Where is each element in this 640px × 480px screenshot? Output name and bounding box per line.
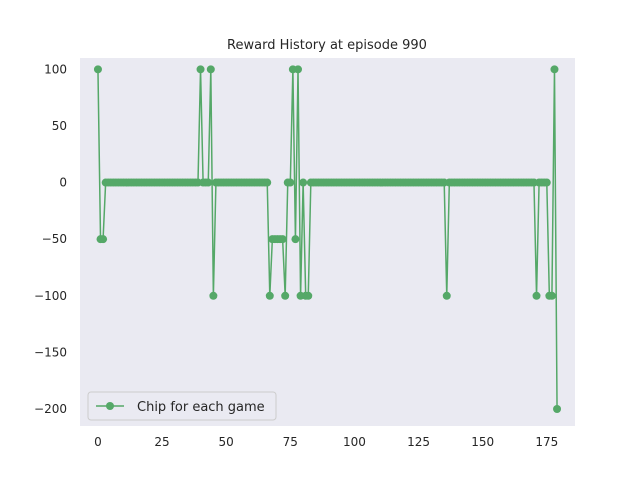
data-point xyxy=(553,405,562,414)
y-tick-label: −50 xyxy=(42,232,67,246)
data-point xyxy=(209,291,218,300)
plot-area xyxy=(80,58,575,426)
y-tick-label: −150 xyxy=(34,345,67,359)
legend-box xyxy=(87,391,277,421)
data-point xyxy=(442,291,451,300)
y-tick-label: 100 xyxy=(44,62,67,76)
data-point xyxy=(93,65,102,74)
y-tick-label: −200 xyxy=(34,402,67,416)
x-tick-label: 25 xyxy=(154,435,169,449)
x-tick-label: 0 xyxy=(94,435,102,449)
x-tick-label: 50 xyxy=(219,435,234,449)
data-point xyxy=(550,65,559,74)
data-point xyxy=(196,65,205,74)
x-tick-label: 100 xyxy=(343,435,366,449)
y-axis-ticks: 100 50 0 −50 −100 −150 −200 xyxy=(34,62,67,416)
data-point xyxy=(294,65,303,74)
data-point xyxy=(278,235,287,244)
x-tick-label: 150 xyxy=(471,435,494,449)
y-tick-label: 50 xyxy=(52,119,67,133)
x-tick-label: 175 xyxy=(535,435,558,449)
x-tick-label: 75 xyxy=(283,435,298,449)
legend-label: Chip for each game xyxy=(137,400,265,415)
x-tick-label: 125 xyxy=(407,435,430,449)
y-tick-label: −100 xyxy=(34,289,67,303)
x-axis-ticks: 0 25 50 75 100 125 150 175 xyxy=(94,435,558,449)
data-point xyxy=(263,178,272,187)
series-points xyxy=(93,65,562,414)
y-tick-label: 0 xyxy=(59,176,67,190)
data-point xyxy=(281,291,290,300)
legend-marker-swatch xyxy=(106,402,114,410)
data-point xyxy=(291,235,300,244)
data-point xyxy=(532,291,541,300)
data-point xyxy=(99,235,108,244)
data-point xyxy=(286,178,295,187)
data-point xyxy=(547,291,556,300)
data-point xyxy=(304,291,313,300)
data-point xyxy=(206,65,215,74)
data-point xyxy=(542,178,551,187)
data-point xyxy=(299,178,308,187)
chart-title: Reward History at episode 990 xyxy=(227,38,427,53)
legend: Chip for each game xyxy=(87,391,277,421)
data-point xyxy=(204,178,213,187)
data-point xyxy=(265,291,274,300)
